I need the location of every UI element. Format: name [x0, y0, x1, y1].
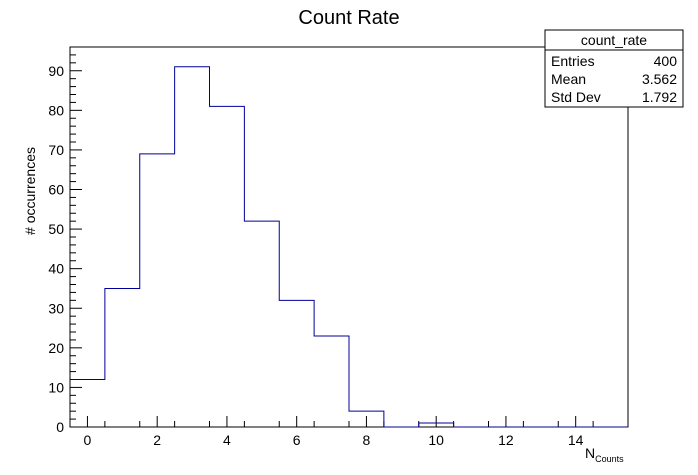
- histogram-bin: [105, 288, 140, 427]
- stats-box: count_rate Entries 400 Mean 3.562 Std De…: [544, 29, 684, 108]
- stats-value-mean: 3.562: [642, 71, 677, 87]
- y-tick-label: 60: [48, 182, 64, 198]
- y-tick-label: 50: [48, 221, 64, 237]
- histogram-bin: [314, 336, 349, 427]
- x-tick-label: 10: [428, 432, 444, 448]
- x-tick-label: 2: [153, 432, 161, 448]
- x-tick-label: 12: [498, 432, 514, 448]
- x-tick-label: 6: [293, 432, 301, 448]
- y-tick-label: 40: [48, 261, 64, 277]
- y-tick-label: 20: [48, 340, 64, 356]
- histogram-bin: [349, 411, 384, 427]
- x-tick-label: 8: [363, 432, 371, 448]
- y-tick-label: 70: [48, 142, 64, 158]
- x-axis-label-main: N: [585, 445, 595, 461]
- y-tick-label: 10: [48, 379, 64, 395]
- stats-label-entries: Entries: [551, 53, 595, 69]
- y-tick-label: 0: [56, 419, 64, 435]
- histogram-bin: [419, 423, 454, 427]
- histogram-bin: [244, 221, 279, 427]
- stats-value-stddev: 1.792: [642, 89, 677, 105]
- stats-box-frame: [544, 29, 684, 108]
- x-tick-label: 14: [568, 432, 584, 448]
- chart-title: Count Rate: [298, 7, 399, 29]
- x-axis-label-subscript: Counts: [595, 454, 624, 464]
- histogram-bin: [70, 380, 105, 428]
- histogram-bin: [175, 67, 210, 427]
- histogram-bin: [140, 154, 175, 427]
- stats-box-title: count_rate: [581, 32, 647, 48]
- y-tick-label: 90: [48, 63, 64, 79]
- y-tick-label: 30: [48, 300, 64, 316]
- stats-label-mean: Mean: [551, 71, 586, 87]
- x-axis-label: NCounts: [585, 445, 624, 464]
- histogram-bin: [279, 300, 314, 427]
- histogram-step-line: [70, 66, 628, 428]
- y-axis-label: # occurrences: [22, 147, 38, 235]
- histogram-series: [70, 66, 628, 428]
- stats-label-stddev: Std Dev: [551, 89, 601, 105]
- histogram-bin: [210, 106, 245, 427]
- x-tick-label: 0: [84, 432, 92, 448]
- y-axis: 0 10 20 30 40 50 60 70 80 90: [48, 54, 82, 435]
- stats-value-entries: 400: [654, 53, 678, 69]
- x-tick-label: 4: [223, 432, 231, 448]
- y-tick-label: 80: [48, 102, 64, 118]
